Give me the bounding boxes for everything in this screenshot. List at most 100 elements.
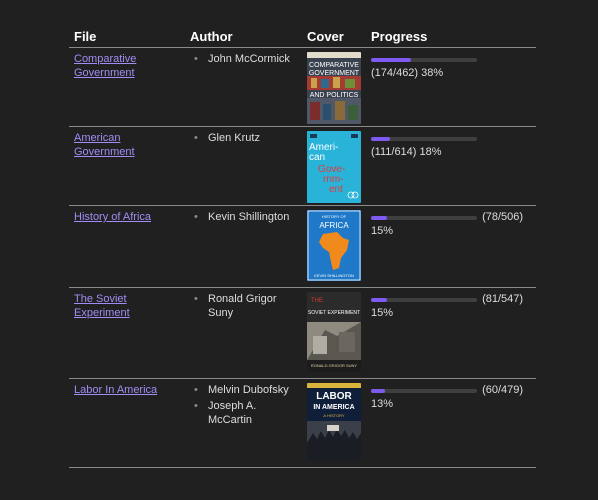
cover-title-line: COMPARATIVE: [309, 62, 359, 69]
cover-title-line: SOVIET EXPERIMENT: [308, 310, 360, 316]
author-cell: • Ronald Grigor Suny: [185, 287, 302, 379]
file-cell: Labor In America: [69, 378, 185, 468]
author-list: • Ronald Grigor Suny: [190, 292, 297, 320]
progress-bar: [371, 137, 477, 142]
books-table: File Author Cover Progress Comparative G…: [69, 27, 536, 468]
bullet-icon: •: [194, 400, 198, 412]
author-list: • Glen Krutz: [190, 131, 297, 145]
file-link-line2: Government: [74, 67, 135, 79]
bullet-icon: •: [194, 211, 198, 223]
cover-cell: THE SOVIET EXPERIMENT RONALD GRIGOR SUNY: [302, 287, 366, 379]
header-cover[interactable]: Cover: [302, 27, 366, 48]
cover-cell: COMPARATIVE GOVERNMENT AND POLITICS: [302, 47, 366, 127]
table-row: Labor In America • Melvin Dubofsky • Josep…: [69, 378, 536, 468]
author-name: Glen Krutz: [208, 132, 260, 144]
author-name: Kevin Shillington: [208, 211, 290, 223]
author-list: • John McCormick: [190, 52, 297, 66]
cover-cell: LABOR IN AMERICA A HISTORY: [302, 378, 366, 468]
bullet-icon: •: [194, 384, 198, 396]
cover-title-line: A HISTORY: [323, 413, 345, 418]
file-link[interactable]: The Soviet Experiment: [74, 293, 130, 319]
progress-bar: [371, 389, 477, 394]
file-link-line1: American: [74, 132, 121, 144]
file-link-line2: Experiment: [74, 307, 130, 319]
author-item: • Ronald Grigor Suny: [194, 292, 297, 320]
cover-title-line: LABOR: [316, 391, 352, 402]
progress-count: (60/479): [482, 384, 524, 396]
author-cell: • Kevin Shillington: [185, 205, 302, 288]
bullet-icon: •: [194, 293, 198, 305]
author-cell: • John McCormick: [185, 47, 302, 127]
progress-bar: [371, 298, 477, 303]
cover-title-line: AFRICA: [319, 221, 349, 230]
progress-count: (81/547): [482, 293, 524, 305]
author-cell: • Melvin Dubofsky • Joseph A. McCartin: [185, 378, 302, 468]
author-item: • Joseph A. McCartin: [194, 399, 297, 427]
cover-title-line: IN AMERICA: [313, 404, 354, 411]
cover-title-line: AND POLITICS: [310, 92, 359, 99]
cover-cell: Ameri- can Gove- rnm- ent: [302, 126, 366, 206]
progress-count: (78/506): [482, 211, 524, 223]
book-cover-labor-in-america-icon: LABOR IN AMERICA A HISTORY: [307, 383, 361, 461]
progress-percent: 15%: [371, 225, 394, 237]
bullet-icon: •: [194, 132, 198, 144]
author-item: • Glen Krutz: [194, 131, 297, 145]
progress-text: (174/462) 38%: [371, 67, 444, 79]
file-link[interactable]: History of Africa: [74, 211, 151, 223]
cover-cell: HISTORY OF AFRICA KEVIN SHILLINGTON: [302, 205, 366, 288]
file-link-line2: Government: [74, 146, 135, 158]
table-header: File Author Cover Progress: [69, 27, 536, 48]
file-link[interactable]: American Government: [74, 132, 135, 158]
cover-title-line: ent: [329, 184, 343, 195]
progress-cell: (60/479) 13%: [366, 378, 536, 468]
progress-bar: [371, 216, 477, 221]
author-item: • Melvin Dubofsky: [194, 383, 297, 397]
author-name: Melvin Dubofsky: [208, 384, 289, 396]
progress-cell: (78/506) 15%: [366, 205, 536, 288]
author-item: • John McCormick: [194, 52, 297, 66]
cover-title-line: KEVIN SHILLINGTON: [314, 273, 354, 278]
progress-cell: (174/462) 38%: [366, 47, 536, 127]
file-cell: The Soviet Experiment: [69, 287, 185, 379]
cover-title-line: rnm-: [323, 174, 344, 185]
author-name: John McCormick: [208, 53, 290, 65]
file-cell: History of Africa: [69, 205, 185, 288]
book-cover-soviet-experiment-icon: THE SOVIET EXPERIMENT RONALD GRIGOR SUNY: [307, 292, 361, 372]
bullet-icon: •: [194, 53, 198, 65]
file-link-line1: Comparative: [74, 53, 137, 65]
author-item: • Kevin Shillington: [194, 210, 297, 224]
cover-title-line: HISTORY OF: [322, 214, 347, 219]
progress-cell: (111/614) 18%: [366, 126, 536, 206]
cover-title-line: THE: [311, 298, 323, 304]
book-cover-history-of-africa-icon: HISTORY OF AFRICA KEVIN SHILLINGTON: [307, 210, 361, 281]
cover-title-line: can: [309, 152, 325, 163]
progress-percent: 13%: [371, 398, 394, 410]
file-link-line1: Labor In America: [74, 384, 158, 396]
header-author[interactable]: Author: [185, 27, 302, 48]
table-row: American Government • Glen Krutz Ameri-: [69, 126, 536, 206]
progress-bar: [371, 58, 477, 63]
book-cover-comparative-government-icon: COMPARATIVE GOVERNMENT AND POLITICS: [307, 52, 361, 124]
file-link-line1: History of Africa: [74, 211, 152, 223]
author-name: Ronald Grigor Suny: [208, 293, 277, 319]
table-row: History of Africa • Kevin Shillington HIS…: [69, 205, 536, 288]
author-list: • Kevin Shillington: [190, 210, 297, 224]
progress-text: (111/614) 18%: [371, 146, 442, 158]
file-link[interactable]: Comparative Government: [74, 53, 136, 79]
file-link[interactable]: Labor In America: [74, 384, 157, 396]
file-cell: American Government: [69, 126, 185, 206]
progress-percent: 15%: [371, 307, 394, 319]
header-file[interactable]: File: [69, 27, 185, 48]
progress-cell: (81/547) 15%: [366, 287, 536, 379]
cover-title-line: Ameri-: [309, 142, 338, 153]
author-cell: • Glen Krutz: [185, 126, 302, 206]
file-cell: Comparative Government: [69, 47, 185, 127]
cover-title-line: GOVERNMENT: [309, 70, 360, 77]
file-link-line1: The Soviet: [74, 293, 127, 305]
header-progress[interactable]: Progress: [366, 27, 536, 48]
book-cover-american-government-icon: Ameri- can Gove- rnm- ent: [307, 131, 361, 203]
author-list: • Melvin Dubofsky • Joseph A. McCartin: [190, 383, 297, 427]
table-row: Comparative Government • John McCormick: [69, 47, 536, 127]
author-name: Joseph A. McCartin: [208, 400, 257, 426]
cover-title-line: Gove-: [318, 164, 345, 175]
